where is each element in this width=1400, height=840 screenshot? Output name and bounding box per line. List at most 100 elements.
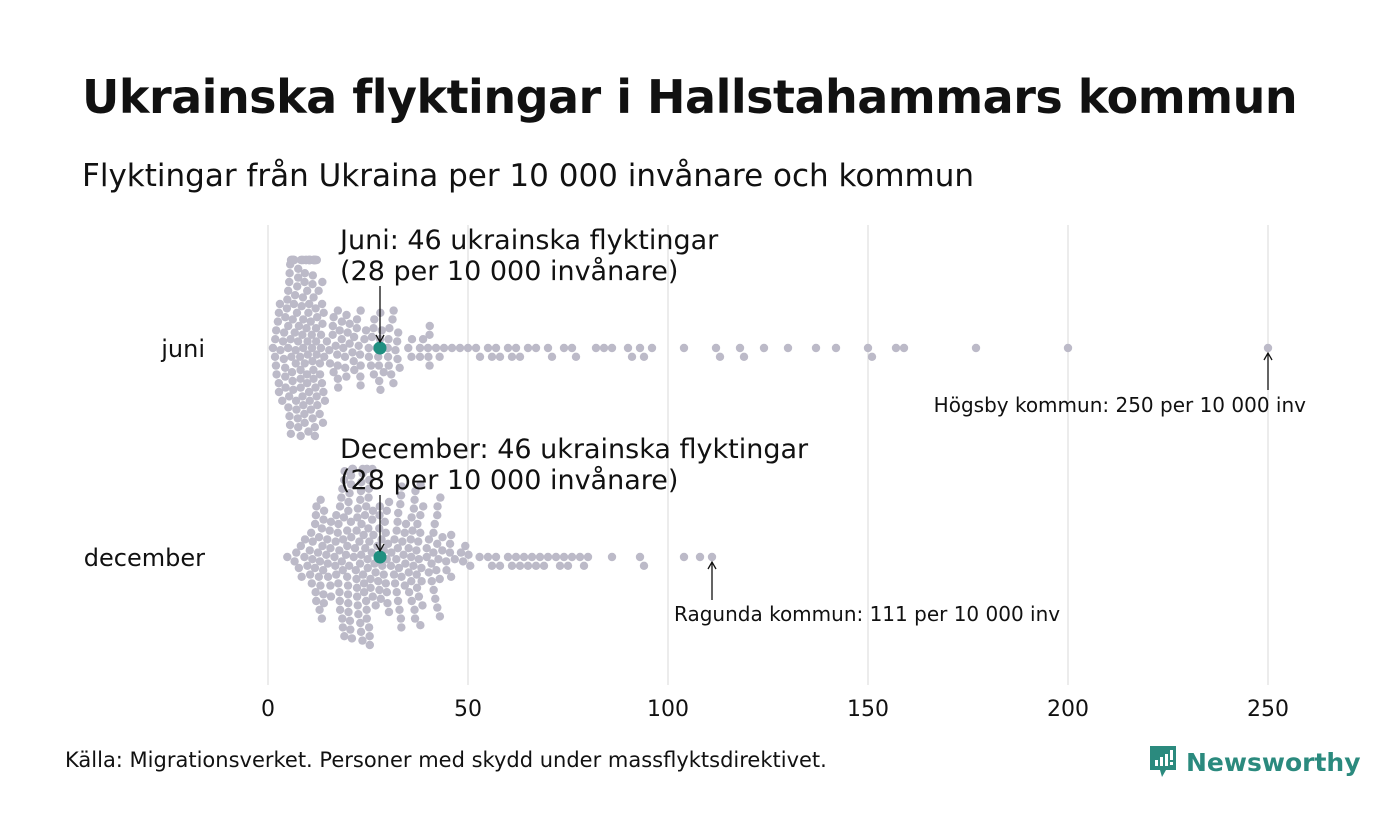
municipality-dot: [400, 581, 410, 590]
municipality-dot: [304, 387, 314, 397]
municipality-dot: [335, 546, 344, 555]
municipality-dot: [298, 330, 307, 339]
municipality-dot: [446, 572, 456, 581]
municipality-dot: [445, 548, 455, 557]
municipality-dot: [555, 561, 565, 570]
municipality-dot: [783, 343, 793, 353]
municipality-dot: [515, 561, 525, 570]
municipality-dot: [298, 293, 308, 302]
municipality-dot: [639, 561, 649, 570]
municipality-dot: [342, 526, 352, 535]
municipality-dot: [348, 464, 358, 474]
municipality-dot: [285, 269, 294, 278]
municipality-dot: [399, 550, 408, 559]
municipality-dot: [368, 506, 378, 515]
municipality-dot: [507, 352, 517, 361]
municipality-dot: [387, 548, 396, 557]
municipality-dot: [413, 519, 422, 529]
municipality-dot: [326, 517, 336, 526]
municipality-dot: [547, 352, 557, 361]
municipality-dot: [337, 335, 346, 344]
municipality-dot: [305, 570, 315, 579]
municipality-dot: [392, 588, 401, 597]
municipality-dot: [337, 317, 347, 326]
municipality-dot: [270, 352, 280, 361]
municipality-dot: [299, 343, 308, 353]
municipality-dot: [364, 352, 374, 361]
municipality-dot: [309, 365, 318, 375]
municipality-dot: [385, 324, 394, 333]
municipality-dot: [346, 480, 356, 489]
municipality-dot: [483, 343, 493, 353]
municipality-dot: [323, 559, 332, 568]
municipality-dot: [523, 343, 533, 353]
municipality-dot: [311, 337, 321, 346]
logo-text: Newsworthy: [1186, 747, 1361, 777]
municipality-dot: [367, 548, 376, 557]
municipality-dot: [535, 552, 545, 562]
municipality-dot: [287, 352, 296, 361]
municipality-dot: [296, 383, 305, 392]
municipality-dot: [417, 577, 426, 586]
municipality-dot: [290, 291, 300, 300]
municipality-dot: [1263, 343, 1273, 353]
municipality-dot: [362, 614, 372, 623]
municipality-dot: [282, 304, 292, 313]
municipality-dot: [344, 607, 353, 617]
newsworthy-logo[interactable]: Newsworthy: [1148, 744, 1361, 780]
municipality-dot: [366, 361, 376, 370]
municipality-dot: [511, 552, 521, 562]
x-tick-label: 0: [261, 697, 275, 722]
municipality-dot: [559, 552, 569, 562]
municipality-dot: [312, 313, 322, 322]
municipality-dot: [271, 361, 281, 370]
municipality-dot: [384, 335, 393, 344]
municipality-dot: [446, 530, 456, 540]
municipality-dot: [396, 500, 405, 509]
municipality-dot: [303, 286, 312, 295]
municipality-dot: [567, 552, 577, 562]
municipality-dot: [401, 559, 410, 568]
chart-title: Ukrainska flyktingar i Hallstahammars ko…: [82, 70, 1298, 124]
municipality-dot: [359, 579, 369, 588]
municipality-dot: [322, 550, 331, 559]
municipality-dot: [456, 548, 466, 557]
municipality-dot: [487, 352, 497, 361]
municipality-dot: [350, 544, 360, 553]
municipality-dot: [435, 612, 445, 621]
municipality-dot: [329, 368, 338, 377]
municipality-dot: [293, 337, 303, 346]
annotation-arrow-head: [1263, 351, 1273, 361]
municipality-dot: [335, 596, 345, 606]
municipality-dot: [353, 601, 362, 610]
municipality-dot: [294, 321, 304, 331]
municipality-dot: [591, 343, 601, 353]
municipality-dot: [306, 528, 316, 537]
municipality-dot: [1063, 343, 1073, 353]
municipality-dot: [342, 372, 351, 381]
municipality-dot: [396, 491, 406, 500]
municipality-dot: [407, 513, 416, 522]
municipality-dot: [759, 343, 769, 353]
municipality-dot: [305, 396, 314, 405]
municipality-dot: [404, 544, 413, 553]
municipality-dot: [281, 383, 290, 392]
municipality-dot: [707, 552, 717, 562]
municipality-dot: [308, 271, 318, 280]
municipality-dot: [345, 489, 354, 498]
municipality-dot: [422, 544, 431, 553]
municipality-dot: [285, 420, 295, 430]
municipality-dot: [279, 328, 289, 337]
municipality-dot: [300, 359, 309, 368]
municipality-dot: [389, 379, 398, 388]
category-label: december: [84, 544, 205, 572]
municipality-dot: [379, 368, 388, 377]
municipality-dot: [475, 552, 484, 562]
x-tick-label: 150: [847, 697, 889, 722]
x-tick-label: 200: [1047, 697, 1089, 722]
municipality-dot: [304, 308, 313, 317]
municipality-dot: [331, 537, 340, 546]
municipality-dot: [340, 475, 349, 485]
municipality-dot: [679, 343, 689, 353]
